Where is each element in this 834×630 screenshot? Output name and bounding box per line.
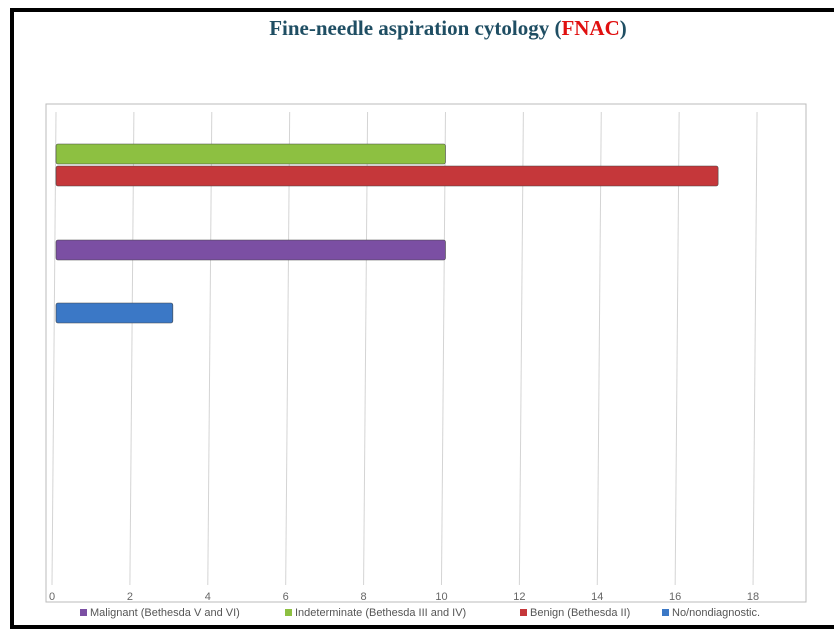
grid-line [207, 111, 213, 586]
legend-swatch [662, 609, 669, 616]
chart-title: Fine-needle aspiration cytology (FNAC) [269, 16, 627, 40]
legend-swatch [80, 609, 87, 616]
x-tick-label: 6 [283, 591, 289, 603]
x-tick-label: 4 [205, 591, 211, 603]
grid-line [285, 111, 291, 586]
legend-label: Benign (Bethesda II) [530, 607, 630, 619]
x-tick-label: 0 [49, 591, 55, 603]
legend-label: No/nondiagnostic. [672, 607, 760, 619]
plot-frame [45, 103, 807, 603]
bar [55, 165, 719, 187]
legend-swatch [285, 609, 292, 616]
x-tick-label: 10 [435, 591, 447, 603]
legend-swatch [520, 609, 527, 616]
frame [10, 8, 834, 629]
bar [55, 302, 174, 324]
x-tick-label: 12 [513, 591, 525, 603]
grid-line [752, 111, 758, 586]
x-tick-label: 14 [591, 591, 603, 603]
grid-line [51, 111, 57, 586]
x-tick-label: 8 [361, 591, 367, 603]
grid-line [129, 111, 135, 586]
grid-line [363, 111, 369, 586]
grid-line [596, 111, 602, 586]
x-tick-label: 2 [127, 591, 133, 603]
legend-label: Indeterminate (Bethesda III and IV) [295, 607, 466, 619]
title-part: Fine-needle aspiration cytology ( [269, 16, 561, 40]
bar [55, 143, 446, 165]
x-tick-label: 16 [669, 591, 681, 603]
title-highlight: FNAC [561, 16, 619, 40]
title-part: ) [620, 16, 627, 40]
bar [55, 239, 446, 261]
grid-line [674, 111, 680, 586]
grid-line [440, 111, 446, 586]
grid-line [518, 111, 524, 586]
x-tick-label: 18 [747, 591, 759, 603]
legend-label: Malignant (Bethesda V and VI) [90, 607, 240, 619]
